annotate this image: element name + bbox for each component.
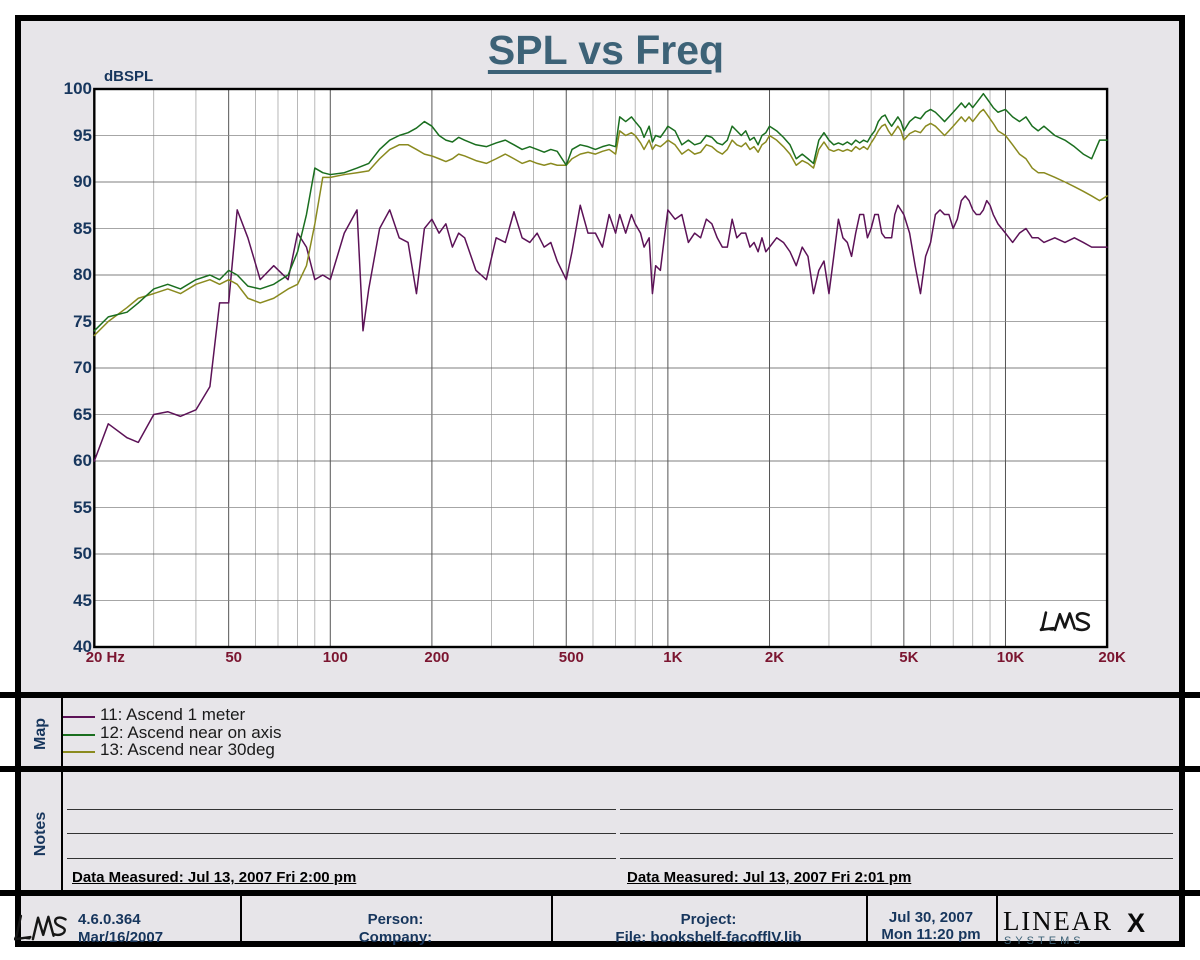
svg-text:LINEAR: LINEAR bbox=[1003, 906, 1113, 936]
svg-text:SYSTEMS: SYSTEMS bbox=[1004, 935, 1085, 947]
svg-text:Notes: Notes bbox=[32, 812, 49, 857]
svg-text:X: X bbox=[1127, 908, 1145, 938]
svg-text:Map: Map bbox=[32, 718, 49, 750]
